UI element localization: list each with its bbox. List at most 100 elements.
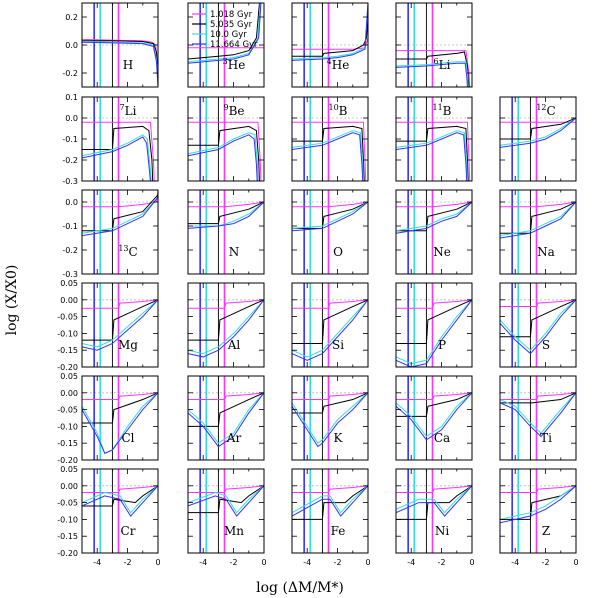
x-tick-label: 0 [261,558,266,567]
y-tick-label: -0.10 [57,329,78,338]
series-line-1 [188,485,264,514]
y-tick-label: 0.2 [65,13,78,22]
x-tick-label: -4 [407,558,415,567]
panel-mn: -4 -2 0 Mn [187,468,267,567]
panel-frame [291,282,369,368]
panel-frame [499,282,577,368]
series-line-3 [82,485,158,517]
series-line-3 [500,117,576,148]
panel-frame [81,189,159,275]
series-line-0 [292,299,368,309]
series-line-1 [188,125,260,181]
panel-si: Si [291,282,369,368]
y-tick-label: 0.0 [65,198,78,207]
series-line-3 [188,392,264,448]
series-line-3 [188,485,264,517]
panel-c13: -0.3 -0.2 -0.1 0.0 13C [62,189,159,279]
y-tick-label: 0.00 [60,296,78,305]
series-line-2 [292,201,368,229]
y-tick-label: 0.05 [60,465,78,474]
series-line-3 [396,62,468,87]
series-line-0 [500,201,576,208]
series-line-2 [396,299,472,365]
panel-ar: Ar [187,375,265,461]
series-line-0 [292,121,367,181]
panel-b11: 11B [395,96,473,182]
series-line-0 [396,201,472,208]
element-label: 3He [223,57,246,72]
series-line-1 [396,51,470,87]
legend-label: 1.018 Gyr [210,10,253,20]
series-line-3 [188,3,262,64]
y-tick-label: 0.05 [60,372,78,381]
series-line-3 [82,196,158,237]
panel-p: P [395,282,473,368]
x-tick-label: -2 [438,558,446,567]
element-label: 13C [118,244,137,259]
x-tick-label: 0 [365,558,370,567]
series-line-0 [396,299,472,309]
panel-n: N [187,189,265,275]
series-line-0 [292,485,368,494]
series-line-0 [396,50,471,87]
series-line-3 [396,392,472,441]
panel-he4: 4He [291,2,369,88]
series-line-2 [396,485,472,514]
series-line-3 [292,201,368,232]
element-label: 9Be [223,103,244,118]
x-tick-label: -2 [230,558,238,567]
element-label: Ti [540,431,552,445]
y-tick-label: -0.3 [62,177,78,186]
element-label: O [333,245,343,259]
series-line-2 [396,61,469,87]
series-line-3 [188,201,264,229]
element-label: Ca [434,431,450,445]
series-line-2 [188,132,259,181]
element-label: Si [332,338,344,352]
series-line-2 [396,392,472,438]
y-tick-label: -0.05 [57,499,78,508]
panel-k: K [291,375,369,461]
y-tick-label: 0.0 [65,114,78,123]
panel-he3: 3He [187,2,265,88]
panel-frame [291,468,369,554]
panel-s: S [499,282,577,368]
series-line-3 [292,299,368,361]
series-line-2 [396,201,472,232]
y-tick-label: -0.2 [62,69,78,78]
series-line-3 [396,299,472,367]
element-label: Cr [121,524,136,538]
y-tick-label: -0.15 [57,346,78,355]
series-line-1 [396,485,472,520]
x-axis-title: log (ΔM/M*) [256,580,344,596]
panel-al: Al [187,282,265,368]
x-tick-label: -2 [334,558,342,567]
panel-frame [81,282,159,368]
series-line-2 [82,134,152,181]
series-line-3 [82,41,158,87]
series-line-0 [188,121,262,181]
series-line-3 [292,3,368,61]
panel-z: -4 -2 0 Z [499,468,579,567]
x-tick-label: -4 [303,558,311,567]
series-line-3 [500,485,576,524]
series-line-2 [292,130,364,181]
series-line-3 [188,134,258,181]
element-label: Ar [226,431,242,445]
series-line-1 [292,299,368,344]
panel-na: Na [499,189,577,275]
legend-label: 5.035 Gyr [210,20,253,30]
series-line-3 [188,299,264,358]
series-line-3 [396,132,468,181]
series-line-3 [292,392,368,448]
panel-frame [499,375,577,461]
y-tick-label: 0.05 [60,279,78,288]
series-line-2 [188,299,264,355]
panel-li7: -0.3 -0.2 -0.1 0.0 0.1 7Li [62,93,159,186]
series-line-2 [188,201,264,227]
element-label: N [229,245,240,259]
series-line-2 [188,3,261,63]
series-line-3 [396,485,472,517]
panel-ca: Ca [395,375,473,461]
